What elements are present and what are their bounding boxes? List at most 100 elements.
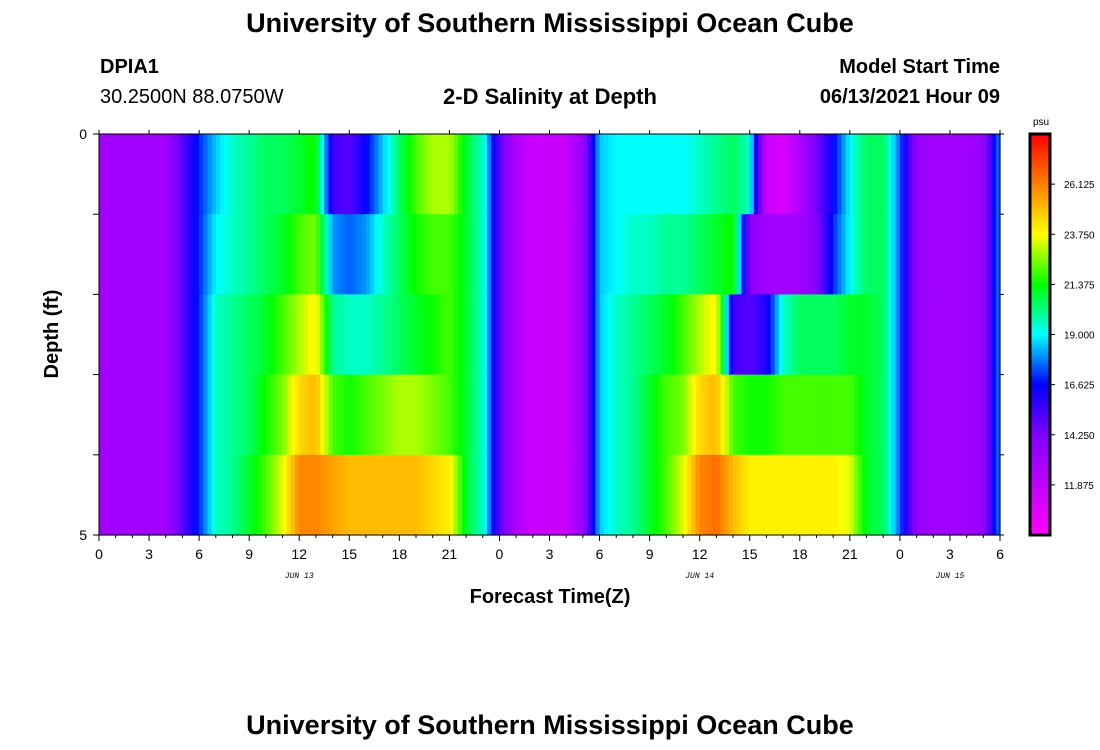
heatmap-cell — [345, 134, 350, 215]
heatmap-cell — [178, 294, 184, 376]
heatmap-cell — [215, 134, 221, 215]
heatmap-cell — [695, 454, 701, 536]
heatmap-cell — [511, 214, 517, 295]
heatmap-cell — [516, 454, 521, 536]
heatmap-cell — [274, 454, 279, 536]
heatmap-cell — [557, 374, 563, 456]
heatmap-cell — [307, 374, 313, 456]
heatmap-cell — [895, 214, 901, 295]
heatmap-cell — [616, 134, 622, 215]
heatmap-cell — [178, 374, 184, 456]
heatmap-cell — [753, 294, 759, 376]
heatmap-cell — [136, 134, 142, 215]
heatmap-cell — [499, 374, 505, 456]
heatmap-cell — [516, 134, 521, 215]
heatmap-cell — [261, 374, 267, 456]
heatmap-cell — [699, 134, 705, 215]
heatmap-cell — [774, 294, 780, 376]
heatmap-cell — [937, 134, 943, 215]
heatmap-cell — [645, 214, 651, 295]
heatmap-cell — [770, 454, 776, 536]
heatmap-cell — [899, 374, 905, 456]
heatmap-cell — [945, 374, 951, 456]
heatmap-cell — [891, 214, 897, 295]
heatmap-cell — [833, 374, 838, 456]
heatmap-cell — [712, 454, 717, 536]
heatmap-cell — [203, 294, 209, 376]
heatmap-cell — [336, 214, 342, 295]
heatmap-cell — [737, 374, 742, 456]
heatmap-cell — [353, 374, 359, 456]
heatmap-cells — [99, 134, 1001, 536]
heatmap-cell — [862, 134, 868, 215]
heatmap-cell — [449, 374, 455, 456]
heatmap-cell — [491, 374, 496, 456]
heatmap-cell — [883, 374, 888, 456]
heatmap-cell — [374, 294, 380, 376]
heatmap-cell — [203, 134, 209, 215]
heatmap-cell — [574, 134, 580, 215]
heatmap-cell — [979, 134, 984, 215]
heatmap-cell — [820, 214, 826, 295]
heatmap-cell — [632, 134, 638, 215]
heatmap-cell — [336, 374, 342, 456]
heatmap-cell — [770, 294, 776, 376]
heatmap-cell — [929, 214, 934, 295]
heatmap-cell — [712, 294, 717, 376]
heatmap-cell — [194, 374, 200, 456]
heatmap-cell — [795, 374, 801, 456]
heatmap-cell — [411, 374, 417, 456]
heatmap-cell — [674, 374, 680, 456]
heatmap-cell — [124, 134, 129, 215]
heatmap-cell — [637, 294, 642, 376]
y-axis: 05 — [79, 126, 1004, 543]
heatmap-cell — [149, 374, 154, 456]
heatmap-cell — [758, 454, 763, 536]
heatmap-cell — [854, 214, 859, 295]
heatmap-cell — [695, 374, 701, 456]
heatmap-cell — [916, 294, 922, 376]
heatmap-cell — [340, 374, 346, 456]
x-tick-label: 18 — [392, 546, 408, 562]
heatmap-cell — [240, 454, 246, 536]
heatmap-cell — [536, 454, 542, 536]
heatmap-cell — [945, 294, 951, 376]
heatmap-cell — [103, 134, 108, 215]
heatmap-cell — [495, 214, 501, 295]
heatmap-cell — [645, 134, 651, 215]
heatmap-cell — [728, 454, 734, 536]
heatmap-cell — [457, 374, 463, 456]
heatmap-cell — [933, 454, 939, 536]
heatmap-cell — [274, 294, 279, 376]
heatmap-cell — [119, 134, 125, 215]
heatmap-cell — [612, 214, 617, 295]
heatmap-cell — [111, 214, 117, 295]
heatmap-cell — [929, 134, 934, 215]
heatmap-cell — [449, 294, 455, 376]
x-tick-label: 0 — [95, 546, 103, 562]
heatmap-cell — [270, 374, 275, 456]
heatmap-cell — [674, 214, 680, 295]
heatmap-cell — [399, 294, 405, 376]
heatmap-cell — [753, 214, 759, 295]
heatmap-cell — [182, 454, 188, 536]
heatmap-cell — [428, 374, 434, 456]
heatmap-cell — [261, 214, 267, 295]
heatmap-cell — [691, 134, 697, 215]
heatmap-cell — [378, 294, 384, 376]
heatmap-cell — [232, 214, 238, 295]
heatmap-cell — [708, 134, 713, 215]
heatmap-cell — [432, 374, 438, 456]
heatmap-cell — [119, 454, 125, 536]
heatmap-cell — [386, 134, 392, 215]
heatmap-cell — [628, 294, 634, 376]
heatmap-cell — [749, 214, 755, 295]
heatmap-cell — [528, 134, 534, 215]
heatmap-cell — [966, 134, 972, 215]
heatmap-cell — [340, 454, 346, 536]
heatmap-cell — [737, 134, 742, 215]
heatmap-cell — [303, 134, 309, 215]
heatmap-cell — [470, 374, 476, 456]
heatmap-cell — [599, 294, 605, 376]
heatmap-cell — [219, 374, 225, 456]
